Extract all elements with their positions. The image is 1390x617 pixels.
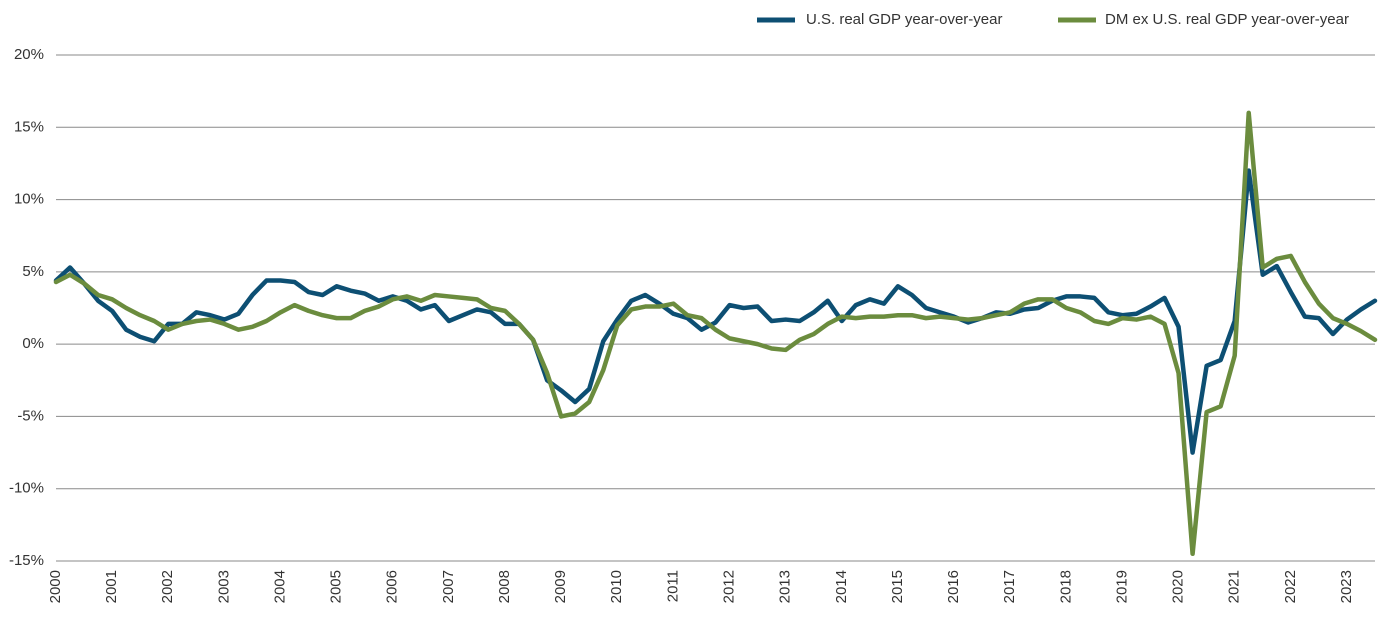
x-tick-label: 2010 [608,570,625,603]
x-tick-label: 2012 [721,570,738,603]
legend-label: U.S. real GDP year-over-year [806,11,1002,28]
x-tick-label: 2014 [833,570,850,603]
x-tick-label: 2001 [103,570,120,603]
x-tick-label: 2008 [496,570,513,603]
x-tick-label: 2004 [271,570,288,603]
x-tick-label: 2020 [1170,570,1187,603]
x-tick-label: 2017 [1001,570,1018,603]
x-tick-label: 2002 [159,570,176,603]
y-tick-label: -10% [9,480,44,497]
x-tick-label: 2006 [384,570,401,603]
x-tick-label: 2011 [664,570,681,602]
x-tick-label: 2013 [777,570,794,603]
x-tick-label: 2009 [552,570,569,603]
series-line [53,110,1378,557]
x-tick-label: 2015 [889,570,906,603]
x-tick-label: 2003 [215,570,232,603]
x-tick-label: 2019 [1113,570,1130,603]
y-tick-label: 20% [14,46,44,63]
x-tick-label: 2023 [1338,570,1355,603]
legend-label: DM ex U.S. real GDP year-over-year [1105,11,1349,28]
x-tick-label: 2000 [47,570,64,603]
x-tick-label: 2016 [945,570,962,603]
x-tick-label: 2007 [440,570,457,603]
x-tick-label: 2022 [1282,570,1299,603]
y-tick-label: 15% [14,118,44,135]
x-tick-label: 2005 [328,570,345,603]
x-tick-label: 2018 [1057,570,1074,603]
x-tick-label: 2021 [1226,570,1243,603]
y-tick-label: 10% [14,191,44,208]
series-line [53,168,1378,455]
y-tick-label: 0% [22,335,44,352]
y-tick-label: -15% [9,552,44,569]
y-tick-label: -5% [17,407,44,424]
y-tick-label: 5% [22,263,44,280]
